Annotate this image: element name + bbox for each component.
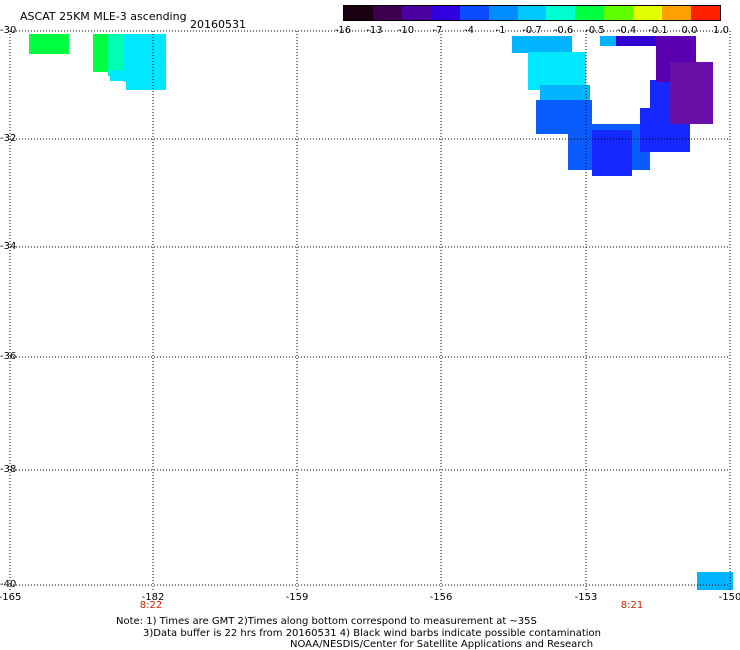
- colorbar-segment: [459, 6, 489, 20]
- longitude-label: -182: [141, 592, 165, 603]
- map-date: 20160531: [190, 18, 246, 31]
- colorbar-segment: [344, 6, 373, 20]
- colorbar-segment: [633, 6, 663, 20]
- wind-cell: [136, 34, 166, 90]
- longitude-label: -153: [574, 592, 598, 603]
- colorbar-segment: [517, 6, 547, 20]
- colorbar-segment: [662, 6, 692, 20]
- wind-cell: [616, 36, 656, 46]
- wind-cell: [124, 34, 138, 82]
- latitude-label: -40: [0, 579, 17, 590]
- longitude-label: -159: [285, 592, 309, 603]
- wind-cell: [670, 62, 713, 124]
- wind-cell: [110, 70, 126, 81]
- time-label-left: 8:22: [139, 600, 163, 611]
- wind-cell: [697, 572, 733, 590]
- colorbar-segment: [546, 6, 576, 20]
- time-label-right: 8:21: [620, 600, 644, 611]
- colorbar-segment: [430, 6, 460, 20]
- wind-cell: [592, 130, 632, 176]
- wind-cell: [528, 52, 586, 90]
- colorbar: [343, 5, 721, 21]
- longitude-label: -156: [429, 592, 453, 603]
- colorbar-label: 0.0: [681, 25, 698, 36]
- colorbar-label: -7: [432, 25, 443, 36]
- wind-cell: [108, 34, 126, 76]
- wind-cell: [93, 34, 110, 72]
- latitude-label: -30: [0, 25, 17, 36]
- map-title: ASCAT 25KM MLE-3 ascending: [20, 10, 187, 23]
- colorbar-label: -0.4: [616, 25, 637, 36]
- wind-cell: [512, 36, 572, 53]
- latitude-label: -34: [0, 241, 17, 252]
- wind-cell: [29, 34, 69, 54]
- latitude-label: -36: [0, 351, 17, 362]
- colorbar-segment: [575, 6, 605, 20]
- longitude-label: -165: [0, 592, 22, 603]
- colorbar-label: -1: [495, 25, 506, 36]
- latitude-label: -32: [0, 133, 17, 144]
- lat-lon-grid: [9, 30, 731, 590]
- colorbar-segment: [604, 6, 634, 20]
- colorbar-segment: [401, 6, 431, 20]
- longitude-label: -150: [718, 592, 740, 603]
- colorbar-segment: [488, 6, 518, 20]
- footer-note-2: 3)Data buffer is 22 hrs from 20160531 4)…: [143, 628, 601, 639]
- wind-cell: [600, 36, 618, 46]
- footer-credit: NOAA/NESDIS/Center for Satellite Applica…: [290, 639, 594, 650]
- colorbar-segment: [372, 6, 402, 20]
- colorbar-label: -0.6: [553, 25, 574, 36]
- wind-swath: [29, 34, 733, 590]
- colorbar-label: -13: [366, 25, 383, 36]
- footer-note-1: Note: 1) Times are GMT 2)Times along bot…: [116, 616, 537, 627]
- colorbar-segment: [691, 6, 720, 20]
- latitude-label: -38: [0, 464, 17, 475]
